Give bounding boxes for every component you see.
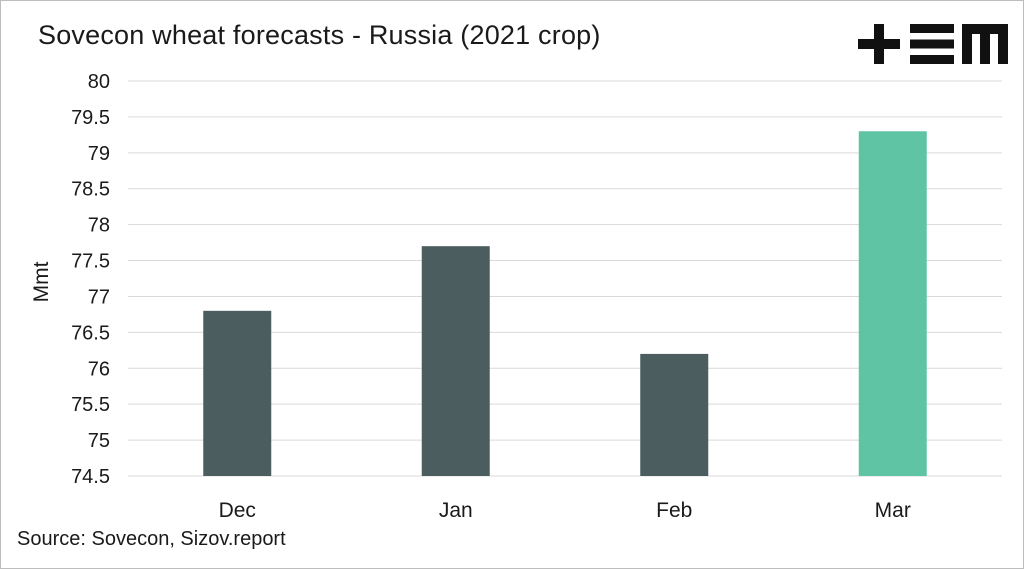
y-tick-label: 74.5 bbox=[71, 466, 110, 488]
y-tick-label: 78 bbox=[88, 215, 110, 237]
y-axis-label: Mmt bbox=[30, 261, 53, 302]
bar-jan bbox=[421, 246, 490, 476]
y-axis-ticks: 74.5 75 75.5 76 76.5 77 77.5 78 78.5 79 79.5 80 bbox=[71, 71, 110, 488]
x-tick-label: Jan bbox=[439, 499, 473, 522]
x-tick-label: Feb bbox=[656, 499, 692, 522]
y-tick-label: 79 bbox=[88, 143, 110, 165]
y-tick-label: 80 bbox=[88, 71, 110, 93]
source-note: Source: Sovecon, Sizov.report bbox=[17, 528, 286, 550]
x-tick-label: Dec bbox=[219, 499, 256, 522]
bar-dec bbox=[203, 310, 272, 476]
y-tick-label: 77.5 bbox=[71, 251, 110, 273]
y-tick-label: 78.5 bbox=[71, 179, 110, 201]
y-tick-label: 76 bbox=[88, 358, 110, 380]
bar-mar bbox=[858, 131, 927, 477]
y-tick-label: 76.5 bbox=[71, 322, 110, 344]
y-tick-label: 75.5 bbox=[71, 394, 110, 416]
tem-logo bbox=[858, 24, 1008, 64]
x-axis-ticks: Dec Jan Feb Mar bbox=[219, 499, 911, 522]
gridlines bbox=[128, 80, 1002, 477]
bars bbox=[203, 131, 927, 477]
chart-title: Sovecon wheat forecasts - Russia (2021 c… bbox=[38, 20, 601, 50]
x-tick-label: Mar bbox=[875, 499, 911, 522]
y-tick-label: 77 bbox=[88, 286, 110, 308]
bar-feb bbox=[640, 353, 709, 476]
y-tick-label: 79.5 bbox=[71, 107, 110, 129]
y-tick-label: 75 bbox=[88, 430, 110, 452]
